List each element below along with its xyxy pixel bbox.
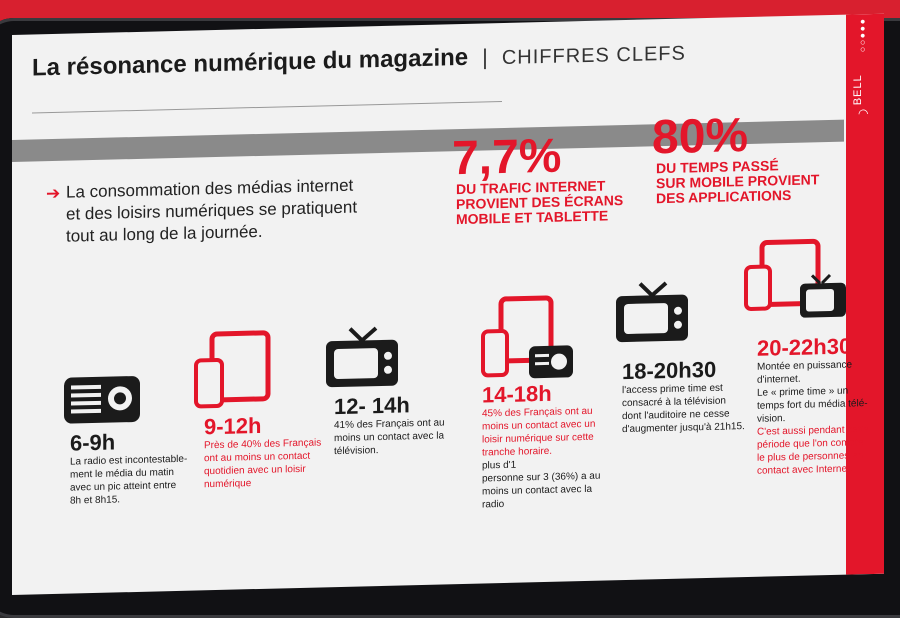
tv-icon bbox=[326, 326, 398, 388]
slot-time: 12- 14h bbox=[334, 392, 410, 420]
stat-desc-line: DES APPLICATIONS bbox=[656, 186, 792, 207]
time-slot-14-18h: 14-18h 45% des Français ont au moins un … bbox=[482, 380, 622, 511]
slot-text-line: télévision. bbox=[334, 445, 379, 458]
slot-text-line: radio bbox=[482, 498, 505, 511]
stat-value: 7,7% bbox=[452, 129, 562, 186]
wifi-icon: ◠ bbox=[858, 106, 869, 121]
title-separator: | bbox=[482, 44, 488, 70]
arrow-right-icon: ➔ bbox=[46, 183, 61, 204]
radio-icon bbox=[64, 376, 140, 424]
slot-time: 6-9h bbox=[70, 429, 116, 456]
stat-traffic: 7,7% DU TRAFIC INTERNET PROVIENT DES ÉCR… bbox=[452, 129, 623, 228]
header-underline bbox=[32, 101, 502, 114]
stat-mobile-apps: 80% DU TEMPS PASSÉ SUR MOBILE PROVIENT D… bbox=[652, 109, 819, 207]
stat-value: 80% bbox=[652, 109, 749, 165]
time-slot-20-22h30: 20-22h30 Montée en puissance d'internet.… bbox=[757, 333, 884, 477]
slot-text-line: d'augmenter jusqu'à 21h15. bbox=[622, 421, 745, 436]
time-slot-9-12h: 9-12h Près de 40% des Français ont au mo… bbox=[204, 412, 334, 491]
stat-desc-line: MOBILE ET TABLETTE bbox=[456, 207, 609, 228]
slot-time: 14-18h bbox=[482, 380, 552, 408]
tablet-phone-icon bbox=[194, 330, 271, 409]
slot-text-line: numérique bbox=[204, 478, 252, 491]
tablet-screen: ● ● ● ○ ○ BELL ◠ La résonance numérique du m… bbox=[12, 13, 884, 595]
carrier-label: BELL bbox=[852, 74, 864, 106]
time-slot-18-20h30: 18-20h30 l'access prime time est consacr… bbox=[622, 357, 762, 436]
tv-icon bbox=[616, 281, 688, 343]
page-subtitle: CHIFFRES CLEFS bbox=[501, 42, 686, 70]
page-title: La résonance numérique du magazine bbox=[32, 43, 469, 82]
phone-tablet-tv-icon bbox=[744, 238, 846, 318]
slot-time: 9-12h bbox=[204, 412, 262, 440]
page-header: La résonance numérique du magazine | CHIFF… bbox=[32, 39, 686, 83]
slot-time: 18-20h30 bbox=[622, 356, 717, 385]
intro-text: La consommation des médias internet et d… bbox=[66, 175, 358, 246]
time-slot-12-14h: 12- 14h 41% des Français ont au moins un… bbox=[334, 392, 464, 458]
tablet-phone-radio-icon bbox=[481, 295, 573, 379]
signal-dots-icon: ● ● ● ○ ○ bbox=[860, 16, 866, 55]
time-slot-6-9h: 6-9h La radio est incontestable- ment le… bbox=[70, 428, 200, 507]
slot-text-line: 8h et 8h15. bbox=[70, 494, 121, 507]
slot-time: 20-22h30 bbox=[757, 333, 852, 361]
